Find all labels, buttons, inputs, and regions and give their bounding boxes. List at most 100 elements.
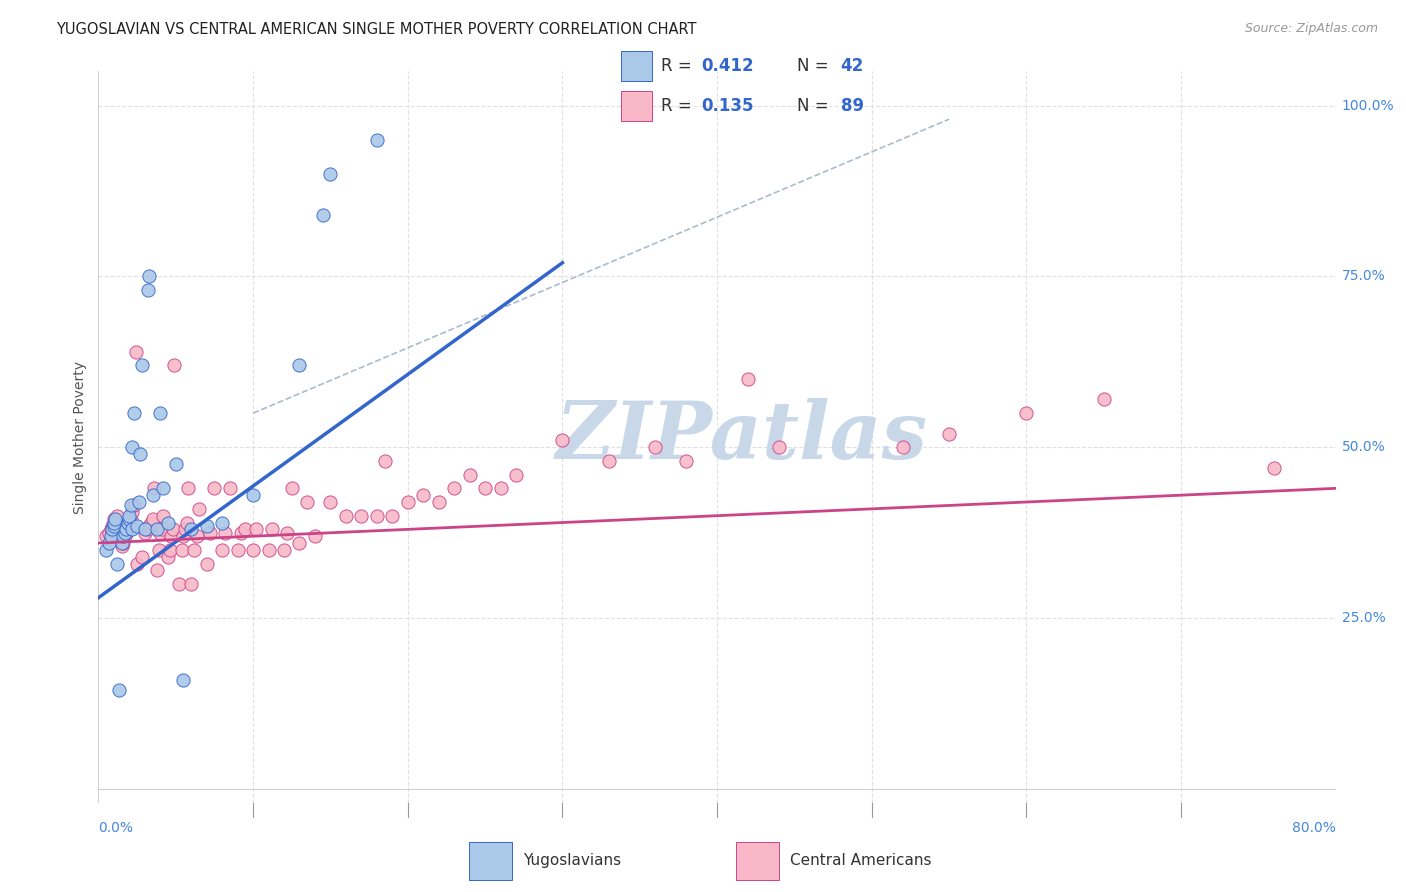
Point <box>121 440 143 454</box>
Point <box>118 512 141 526</box>
Point <box>129 447 152 461</box>
Text: 0.412: 0.412 <box>702 57 754 75</box>
Point <box>118 516 141 530</box>
Point <box>281 481 304 495</box>
Text: 50.0%: 50.0% <box>1341 441 1386 454</box>
Point <box>245 522 267 536</box>
FancyBboxPatch shape <box>737 842 779 880</box>
Point <box>211 542 233 557</box>
Point <box>257 542 280 557</box>
Point <box>96 542 118 557</box>
Point <box>150 522 173 536</box>
Point <box>134 522 156 536</box>
Point <box>127 519 149 533</box>
Text: Central Americans: Central Americans <box>790 854 931 868</box>
Point <box>103 519 125 533</box>
Text: 0.135: 0.135 <box>702 96 754 114</box>
Point <box>229 525 252 540</box>
Text: 100.0%: 100.0% <box>1341 98 1395 112</box>
Point <box>172 673 194 687</box>
Point <box>157 549 180 564</box>
Point <box>120 512 142 526</box>
Point <box>112 529 135 543</box>
Point <box>114 525 136 540</box>
Point <box>149 406 172 420</box>
Point <box>163 359 186 373</box>
Point <box>242 542 264 557</box>
Point <box>157 516 180 530</box>
Point <box>226 542 249 557</box>
Text: ZIPatlas: ZIPatlas <box>555 399 928 475</box>
FancyBboxPatch shape <box>621 52 652 81</box>
Text: 75.0%: 75.0% <box>1341 269 1386 284</box>
Point <box>100 522 122 536</box>
Point <box>134 525 156 540</box>
Point <box>105 557 128 571</box>
Text: Source: ZipAtlas.com: Source: ZipAtlas.com <box>1244 22 1378 36</box>
Point <box>148 542 170 557</box>
Point <box>115 525 138 540</box>
Point <box>381 508 404 523</box>
Text: R =: R = <box>661 96 697 114</box>
Point <box>139 516 162 530</box>
Point <box>98 536 121 550</box>
FancyBboxPatch shape <box>470 842 512 880</box>
Point <box>149 525 172 540</box>
Point <box>183 542 205 557</box>
Point <box>474 481 496 495</box>
Point <box>195 519 218 533</box>
Point <box>180 577 202 591</box>
Point <box>304 529 326 543</box>
Y-axis label: Single Mother Poverty: Single Mother Poverty <box>73 360 87 514</box>
Point <box>176 516 198 530</box>
Point <box>172 529 194 543</box>
Point <box>319 495 342 509</box>
Point <box>162 522 184 536</box>
Point <box>141 512 165 526</box>
Point <box>366 133 388 147</box>
Point <box>117 516 139 530</box>
Point <box>103 516 125 530</box>
Point <box>276 525 298 540</box>
Text: Yugoslavians: Yugoslavians <box>523 854 621 868</box>
Point <box>319 167 342 181</box>
Point <box>198 525 221 540</box>
Point <box>141 488 165 502</box>
Point <box>366 508 388 523</box>
Point <box>107 683 129 698</box>
Point <box>103 512 125 526</box>
Point <box>427 495 450 509</box>
Point <box>242 488 264 502</box>
Text: N =: N = <box>797 96 834 114</box>
Point <box>297 495 319 509</box>
Point <box>489 481 512 495</box>
Point <box>443 481 465 495</box>
Point <box>127 557 149 571</box>
Point <box>160 529 183 543</box>
Point <box>111 540 132 554</box>
Point <box>350 508 373 523</box>
Point <box>104 522 127 536</box>
Text: YUGOSLAVIAN VS CENTRAL AMERICAN SINGLE MOTHER POVERTY CORRELATION CHART: YUGOSLAVIAN VS CENTRAL AMERICAN SINGLE M… <box>56 22 697 37</box>
Point <box>120 499 142 513</box>
Point <box>458 467 481 482</box>
Point <box>335 508 357 523</box>
Text: 80.0%: 80.0% <box>1292 821 1336 835</box>
Point <box>152 508 174 523</box>
Text: 42: 42 <box>841 57 863 75</box>
Point <box>186 529 208 543</box>
Point <box>211 516 233 530</box>
Point <box>188 501 211 516</box>
Point <box>122 499 145 513</box>
Point <box>146 522 169 536</box>
Point <box>177 481 200 495</box>
Point <box>233 522 257 536</box>
Point <box>219 481 242 495</box>
Point <box>128 495 150 509</box>
Point <box>737 372 759 386</box>
Point <box>174 522 197 536</box>
Point <box>121 522 143 536</box>
Point <box>98 525 121 540</box>
Point <box>138 269 160 284</box>
Point <box>170 542 193 557</box>
